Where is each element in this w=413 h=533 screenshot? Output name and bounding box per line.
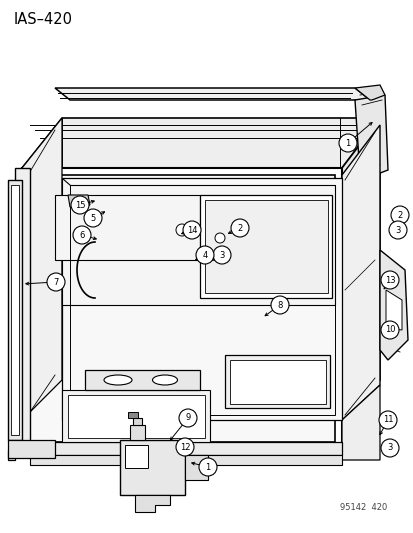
- Text: 13: 13: [384, 276, 394, 285]
- Polygon shape: [204, 200, 327, 293]
- Polygon shape: [354, 85, 384, 100]
- Polygon shape: [11, 185, 19, 435]
- Circle shape: [73, 226, 91, 244]
- Polygon shape: [62, 178, 341, 420]
- Polygon shape: [199, 195, 331, 298]
- Text: 3: 3: [219, 251, 224, 260]
- Circle shape: [338, 134, 356, 152]
- Polygon shape: [128, 412, 138, 418]
- Polygon shape: [341, 125, 379, 420]
- Polygon shape: [15, 168, 30, 442]
- Text: 12: 12: [179, 442, 190, 451]
- Polygon shape: [62, 390, 209, 442]
- Polygon shape: [341, 385, 379, 460]
- Polygon shape: [341, 118, 379, 420]
- Text: 95142  420: 95142 420: [339, 503, 386, 512]
- Polygon shape: [120, 440, 185, 495]
- Circle shape: [380, 321, 398, 339]
- Polygon shape: [55, 195, 199, 260]
- Polygon shape: [224, 355, 329, 408]
- Text: 8: 8: [277, 301, 282, 310]
- Circle shape: [390, 206, 408, 224]
- Ellipse shape: [104, 375, 132, 385]
- Polygon shape: [354, 95, 387, 175]
- Circle shape: [47, 273, 65, 291]
- Circle shape: [378, 411, 396, 429]
- Circle shape: [214, 233, 224, 243]
- Circle shape: [176, 224, 188, 236]
- Text: 4: 4: [202, 251, 207, 260]
- Polygon shape: [185, 455, 207, 480]
- Text: 6: 6: [79, 230, 85, 239]
- Polygon shape: [30, 175, 334, 442]
- Polygon shape: [130, 425, 145, 440]
- Text: IAS–420: IAS–420: [14, 12, 73, 27]
- Polygon shape: [85, 370, 199, 390]
- Text: 1: 1: [205, 463, 210, 472]
- Ellipse shape: [152, 375, 177, 385]
- Circle shape: [178, 409, 197, 427]
- Text: 2: 2: [237, 223, 242, 232]
- Circle shape: [176, 438, 194, 456]
- Circle shape: [71, 196, 89, 214]
- Text: 10: 10: [384, 326, 394, 335]
- Circle shape: [212, 246, 230, 264]
- Text: 3: 3: [394, 225, 400, 235]
- Polygon shape: [8, 180, 22, 440]
- Circle shape: [199, 458, 216, 476]
- Text: 3: 3: [387, 443, 392, 453]
- Polygon shape: [22, 118, 379, 168]
- Polygon shape: [125, 445, 147, 468]
- Polygon shape: [30, 442, 341, 455]
- Circle shape: [195, 246, 214, 264]
- Polygon shape: [133, 418, 142, 425]
- Circle shape: [183, 221, 201, 239]
- Circle shape: [388, 221, 406, 239]
- Text: 14: 14: [186, 225, 197, 235]
- Polygon shape: [385, 290, 401, 330]
- Polygon shape: [68, 195, 90, 207]
- Polygon shape: [30, 455, 341, 465]
- Circle shape: [271, 296, 288, 314]
- Text: 15: 15: [75, 200, 85, 209]
- Polygon shape: [230, 360, 325, 404]
- Polygon shape: [62, 178, 334, 305]
- Text: 11: 11: [382, 416, 392, 424]
- Polygon shape: [379, 250, 407, 360]
- Polygon shape: [135, 495, 170, 512]
- Text: 2: 2: [396, 211, 402, 220]
- Circle shape: [380, 439, 398, 457]
- Polygon shape: [22, 118, 62, 420]
- Text: 5: 5: [90, 214, 95, 222]
- Circle shape: [380, 271, 398, 289]
- Polygon shape: [8, 440, 55, 458]
- Polygon shape: [8, 445, 30, 460]
- Circle shape: [230, 219, 248, 237]
- Text: 1: 1: [344, 139, 350, 148]
- Text: 9: 9: [185, 414, 190, 423]
- Polygon shape: [55, 88, 369, 100]
- Circle shape: [84, 209, 102, 227]
- Polygon shape: [68, 395, 204, 438]
- Text: 7: 7: [53, 278, 59, 287]
